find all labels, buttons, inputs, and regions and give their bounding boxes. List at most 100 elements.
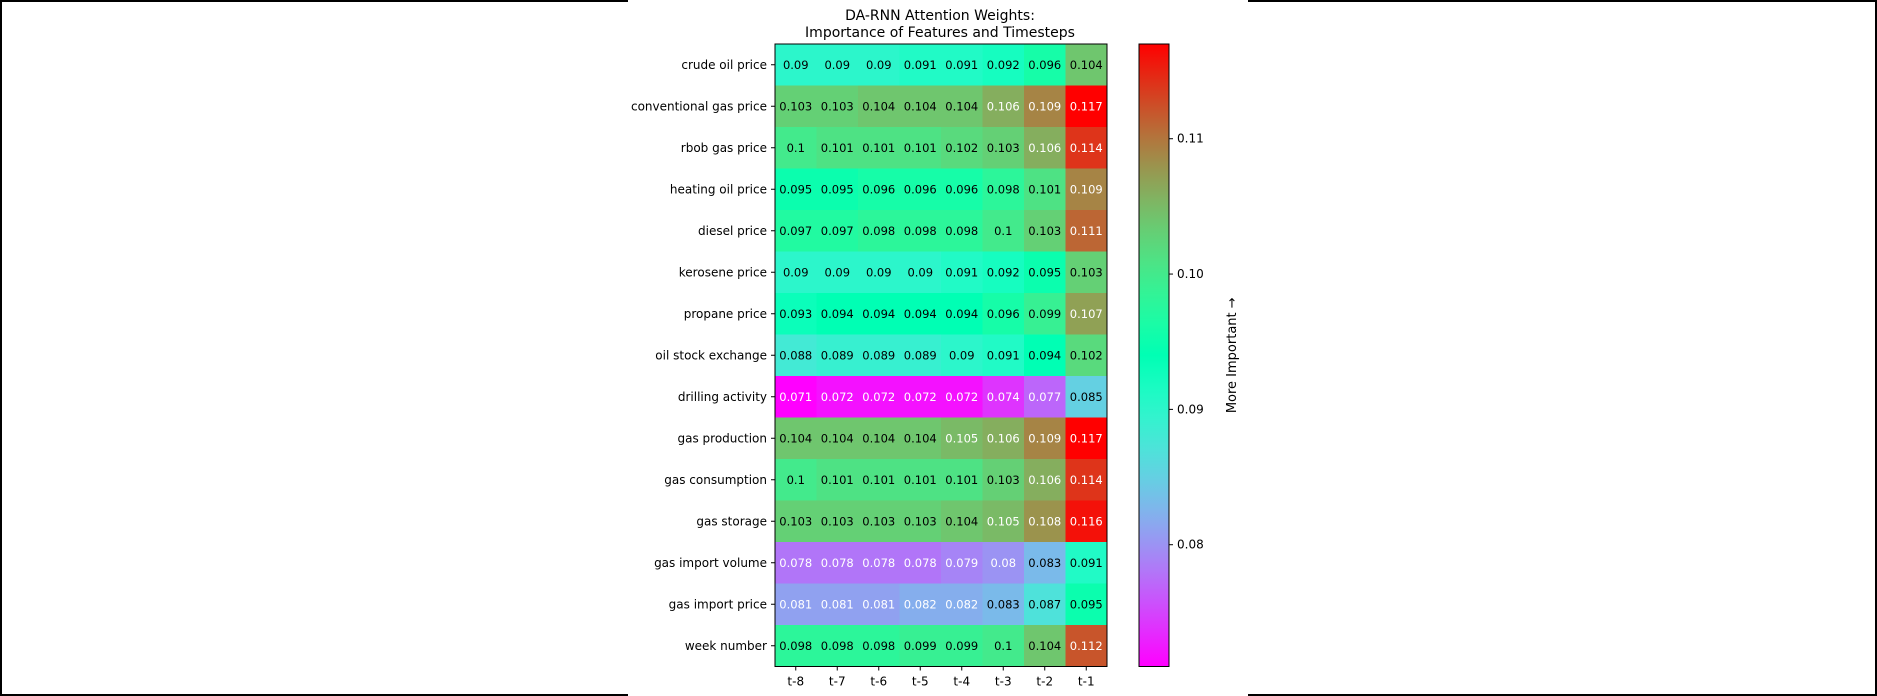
cell-value-label: 0.09 <box>866 265 892 279</box>
cell-value-label: 0.103 <box>862 514 895 528</box>
cell-value-label: 0.098 <box>904 224 937 238</box>
heatmap-cell <box>775 127 817 169</box>
cell-value-label: 0.101 <box>945 473 978 487</box>
heatmap-cell <box>941 500 983 543</box>
heatmap-cell <box>982 376 1025 418</box>
heatmap-cell <box>1024 127 1066 169</box>
heatmap-cell <box>1024 251 1066 294</box>
cell-value-label: 0.109 <box>1028 431 1061 445</box>
cell-value-label: 0.074 <box>987 390 1020 404</box>
cell-value-label: 0.089 <box>904 348 937 362</box>
cell-value-label: 0.1 <box>787 141 805 155</box>
heatmap-cell <box>858 44 900 86</box>
cell-value-label: 0.101 <box>1028 182 1061 196</box>
heatmap-cell <box>816 44 859 86</box>
cell-value-label: 0.104 <box>862 431 895 445</box>
cell-value-label: 0.117 <box>1070 99 1103 113</box>
heatmap-cell <box>816 376 859 418</box>
cell-value-label: 0.09 <box>866 58 892 72</box>
y-tick-label: drilling activity <box>678 390 767 404</box>
heatmap-cell <box>858 500 900 543</box>
cell-value-label: 0.104 <box>821 431 854 445</box>
cell-value-label: 0.104 <box>779 431 812 445</box>
cell-value-label: 0.081 <box>779 597 812 611</box>
cell-value-label: 0.09 <box>949 348 975 362</box>
heatmap-cell <box>941 293 983 335</box>
heatmap-cell <box>941 542 983 584</box>
cell-value-label: 0.103 <box>821 99 854 113</box>
y-tick-label: rbob gas price <box>681 141 767 155</box>
heatmap-cell <box>775 251 817 294</box>
y-tick-label: week number <box>685 639 767 653</box>
heatmap-cell <box>982 583 1025 626</box>
heatmap-cell <box>858 293 900 335</box>
heatmap-cell <box>858 168 900 211</box>
x-tick-label: t-1 <box>1078 675 1095 689</box>
heatmap-cell <box>1065 459 1108 501</box>
cell-value-label: 0.095 <box>1070 597 1103 611</box>
heatmap-cell <box>858 417 900 460</box>
cell-value-label: 0.101 <box>904 141 937 155</box>
heatmap-cell <box>899 127 942 169</box>
heatmap-cell <box>899 251 942 294</box>
cell-value-label: 0.114 <box>1070 141 1103 155</box>
heatmap-cell <box>775 500 817 543</box>
heatmap-cell <box>982 417 1025 460</box>
x-tick-label: t-8 <box>787 675 804 689</box>
cell-value-label: 0.093 <box>779 307 812 321</box>
heatmap-cell <box>775 583 817 626</box>
cell-value-label: 0.106 <box>987 431 1020 445</box>
heatmap-cell <box>858 625 900 667</box>
heatmap-cells: 0.09 0.09 0.09 0.091 0.091 0.092 0.096 0.104 0.1… <box>774 43 1108 667</box>
cell-value-label: 0.092 <box>987 265 1020 279</box>
cell-value-label: 0.105 <box>945 431 978 445</box>
cell-value-label: 0.096 <box>945 182 978 196</box>
heatmap-cell <box>1065 293 1108 335</box>
heatmap-cell <box>941 583 983 626</box>
heatmap-cell <box>1065 251 1108 294</box>
heatmap-cell <box>982 44 1025 86</box>
cell-value-label: 0.092 <box>987 58 1020 72</box>
cell-value-label: 0.095 <box>821 182 854 196</box>
cell-value-label: 0.099 <box>1028 307 1061 321</box>
heatmap-cell <box>899 334 942 377</box>
heatmap-cell <box>941 251 983 294</box>
cell-value-label: 0.1 <box>994 224 1012 238</box>
cell-value-label: 0.078 <box>779 556 812 570</box>
heatmap-cell <box>899 417 942 460</box>
heatmap-cell <box>816 127 859 169</box>
heatmap-cell <box>1024 44 1066 86</box>
heatmap-cell <box>1065 44 1108 86</box>
cell-value-label: 0.094 <box>945 307 978 321</box>
colorbar-tick-label: 0.10 <box>1177 267 1204 281</box>
x-tick-label: t-6 <box>870 675 887 689</box>
cell-value-label: 0.089 <box>862 348 895 362</box>
heatmap-cell <box>858 251 900 294</box>
cell-value-label: 0.106 <box>1028 141 1061 155</box>
cell-value-label: 0.104 <box>862 99 895 113</box>
cell-value-label: 0.09 <box>783 58 809 72</box>
cell-value-label: 0.091 <box>1070 556 1103 570</box>
heatmap-cell <box>899 168 942 211</box>
heatmap-cell <box>775 459 817 501</box>
heatmap-cell <box>1024 417 1066 460</box>
heatmap-cell <box>1065 85 1108 128</box>
heatmap-cell <box>982 459 1025 501</box>
cell-value-label: 0.097 <box>779 224 812 238</box>
heatmap-cell <box>941 44 983 86</box>
cell-value-label: 0.081 <box>821 597 854 611</box>
heatmap-cell <box>1024 459 1066 501</box>
cell-value-label: 0.111 <box>1070 224 1103 238</box>
colorbar-label: More Important → <box>1225 297 1240 413</box>
heatmap-cell <box>982 500 1025 543</box>
heatmap-cell <box>775 85 817 128</box>
heatmap-cell <box>1024 85 1066 128</box>
heatmap-cell <box>775 44 817 86</box>
heatmap-cell <box>941 625 983 667</box>
cell-value-label: 0.091 <box>987 348 1020 362</box>
cell-value-label: 0.083 <box>987 597 1020 611</box>
cell-value-label: 0.079 <box>945 556 978 570</box>
cell-value-label: 0.101 <box>862 141 895 155</box>
cell-value-label: 0.1 <box>994 639 1012 653</box>
